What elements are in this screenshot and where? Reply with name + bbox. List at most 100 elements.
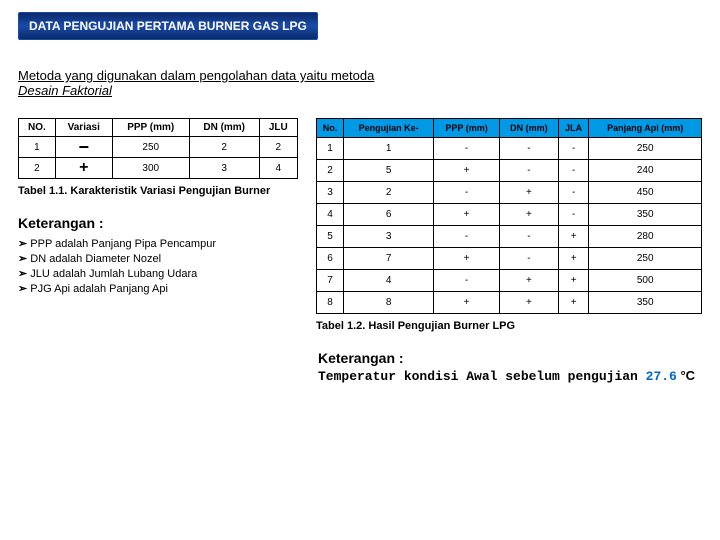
t2-cell: 240 — [589, 160, 702, 182]
keterangan-list: PPP adalah Panjang Pipa Pencampur DN ada… — [18, 237, 298, 295]
t2-cell: - — [499, 160, 558, 182]
t2-cell: 4 — [317, 204, 344, 226]
t2-cell: 1 — [344, 138, 434, 160]
table-row: NO. Variasi PPP (mm) DN (mm) JLU — [19, 119, 298, 137]
t1-cell: 2 — [189, 137, 259, 158]
t2-cell: + — [499, 182, 558, 204]
t2-cell: + — [558, 226, 589, 248]
t1-cell: 2 — [259, 137, 297, 158]
t2-cell: + — [434, 292, 500, 314]
t1-h0: NO. — [19, 119, 56, 137]
list-item: JLU adalah Jumlah Lubang Udara — [18, 267, 298, 280]
t2-cell: 3 — [317, 182, 344, 204]
t2-cell: - — [434, 226, 500, 248]
t1-cell: 3 — [189, 158, 259, 179]
table-row: 67+-+250 — [317, 248, 702, 270]
bottom-text: Temperatur kondisi Awal sebelum pengujia… — [318, 368, 702, 384]
t1-cell: 4 — [259, 158, 297, 179]
t2-cell: 280 — [589, 226, 702, 248]
t2-cell: 500 — [589, 270, 702, 292]
t1-cell: 300 — [112, 158, 189, 179]
table-2: No. Pengujian Ke- PPP (mm) DN (mm) JLA P… — [316, 118, 702, 314]
t2-cell: + — [558, 292, 589, 314]
t2-cell: 7 — [344, 248, 434, 270]
t2-h2: PPP (mm) — [434, 119, 500, 138]
t1-cell: − — [55, 137, 112, 158]
table-2-caption: Tabel 1.2. Hasil Pengujian Burner LPG — [316, 320, 702, 332]
t2-cell: - — [558, 182, 589, 204]
t2-h3: DN (mm) — [499, 119, 558, 138]
t2-cell: + — [434, 248, 500, 270]
t2-cell: - — [499, 248, 558, 270]
t2-cell: - — [434, 138, 500, 160]
content-row: NO. Variasi PPP (mm) DN (mm) JLU 1 − 250… — [18, 118, 702, 332]
t2-cell: + — [434, 160, 500, 182]
right-column: No. Pengujian Ke- PPP (mm) DN (mm) JLA P… — [316, 118, 702, 332]
t2-cell: 8 — [344, 292, 434, 314]
list-item: DN adalah Diameter Nozel — [18, 252, 298, 265]
left-column: NO. Variasi PPP (mm) DN (mm) JLU 1 − 250… — [18, 118, 298, 297]
t1-h4: JLU — [259, 119, 297, 137]
table-row: 25+--240 — [317, 160, 702, 182]
t2-cell: + — [558, 270, 589, 292]
t1-h2: PPP (mm) — [112, 119, 189, 137]
t2-cell: 8 — [317, 292, 344, 314]
t2-cell: 350 — [589, 292, 702, 314]
table-row: 53--+280 — [317, 226, 702, 248]
t2-cell: - — [434, 182, 500, 204]
t2-cell: 7 — [317, 270, 344, 292]
t2-cell: 350 — [589, 204, 702, 226]
t2-cell: 250 — [589, 138, 702, 160]
table-1: NO. Variasi PPP (mm) DN (mm) JLU 1 − 250… — [18, 118, 298, 179]
temp-unit: °C — [677, 368, 695, 383]
t2-cell: - — [558, 138, 589, 160]
t2-cell: + — [499, 204, 558, 226]
subtitle-italic: Desain Faktorial — [18, 83, 112, 98]
t2-cell: 3 — [344, 226, 434, 248]
t2-cell: 5 — [317, 226, 344, 248]
t2-h4: JLA — [558, 119, 589, 138]
list-item: PPP adalah Panjang Pipa Pencampur — [18, 237, 298, 250]
t2-cell: 6 — [344, 204, 434, 226]
subtitle-prefix: Metoda yang digunakan dalam pengolahan d… — [18, 68, 374, 83]
t2-cell: 6 — [317, 248, 344, 270]
t2-cell: 250 — [589, 248, 702, 270]
t2-cell: - — [434, 270, 500, 292]
t2-h1: Pengujian Ke- — [344, 119, 434, 138]
t1-cell: + — [55, 158, 112, 179]
table-row: No. Pengujian Ke- PPP (mm) DN (mm) JLA P… — [317, 119, 702, 138]
t1-cell: 2 — [19, 158, 56, 179]
keterangan-label: Keterangan : — [18, 215, 298, 231]
temp-value: 27.6 — [646, 369, 677, 384]
t2-cell: 2 — [317, 160, 344, 182]
t2-cell: 5 — [344, 160, 434, 182]
table-row: 11---250 — [317, 138, 702, 160]
t1-h3: DN (mm) — [189, 119, 259, 137]
keterangan-label-2: Keterangan : — [318, 350, 702, 366]
bottom-text-prefix: Temperatur kondisi Awal sebelum pengujia… — [318, 369, 646, 384]
bottom-keterangan: Keterangan : Temperatur kondisi Awal seb… — [318, 350, 702, 384]
table-row: 32-+-450 — [317, 182, 702, 204]
t2-cell: + — [434, 204, 500, 226]
table-row: 46++-350 — [317, 204, 702, 226]
t2-cell: + — [499, 292, 558, 314]
t2-cell: - — [499, 138, 558, 160]
table-row: 1 − 250 2 2 — [19, 137, 298, 158]
t2-cell: + — [499, 270, 558, 292]
t1-cell: 1 — [19, 137, 56, 158]
subtitle: Metoda yang digunakan dalam pengolahan d… — [18, 68, 702, 98]
t2-cell: 2 — [344, 182, 434, 204]
t1-cell: 250 — [112, 137, 189, 158]
t2-cell: 1 — [317, 138, 344, 160]
t2-cell: - — [558, 204, 589, 226]
list-item: PJG Api adalah Panjang Api — [18, 282, 298, 295]
t2-cell: - — [499, 226, 558, 248]
t2-cell: 450 — [589, 182, 702, 204]
t2-cell: 4 — [344, 270, 434, 292]
t2-h5: Panjang Api (mm) — [589, 119, 702, 138]
table-row: 88+++350 — [317, 292, 702, 314]
table-row: 74-++500 — [317, 270, 702, 292]
page-title-bar: DATA PENGUJIAN PERTAMA BURNER GAS LPG — [18, 12, 318, 40]
page-title: DATA PENGUJIAN PERTAMA BURNER GAS LPG — [29, 19, 307, 33]
table-1-caption: Tabel 1.1. Karakteristik Variasi Penguji… — [18, 185, 298, 197]
